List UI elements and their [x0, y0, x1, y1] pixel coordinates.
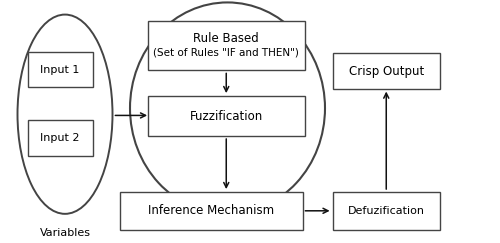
Text: Rule Based: Rule Based — [194, 32, 259, 45]
Text: Defuzification: Defuzification — [348, 206, 425, 216]
FancyBboxPatch shape — [120, 192, 302, 230]
Text: Input 1: Input 1 — [40, 65, 80, 75]
FancyBboxPatch shape — [332, 192, 440, 230]
FancyBboxPatch shape — [28, 120, 92, 156]
Text: (Set of Rules "IF and THEN"): (Set of Rules "IF and THEN") — [154, 48, 299, 58]
Ellipse shape — [18, 15, 112, 214]
Ellipse shape — [130, 2, 325, 214]
Text: Inference Mechanism: Inference Mechanism — [148, 204, 274, 217]
Text: Fuzzification: Fuzzification — [190, 110, 263, 122]
FancyBboxPatch shape — [332, 53, 440, 89]
Text: Variables: Variables — [40, 228, 90, 238]
FancyBboxPatch shape — [28, 52, 92, 87]
Text: Input 2: Input 2 — [40, 133, 80, 143]
Text: Crisp Output: Crisp Output — [348, 65, 424, 78]
FancyBboxPatch shape — [148, 21, 305, 70]
FancyBboxPatch shape — [148, 96, 305, 136]
